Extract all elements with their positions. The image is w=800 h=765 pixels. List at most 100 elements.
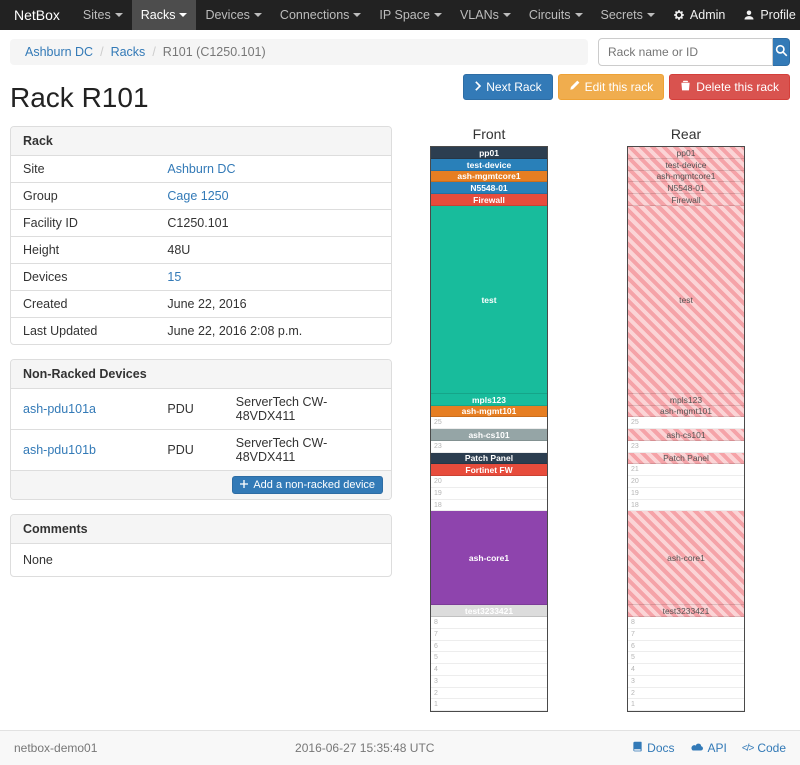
device-mpls123[interactable]: mpls123 — [431, 393, 547, 406]
device-link[interactable]: ash-pdu101b — [23, 443, 96, 457]
device-n5548-01[interactable]: N5548-01 — [431, 182, 547, 194]
device-test-device[interactable]: test-device — [431, 158, 547, 171]
pencil-icon — [569, 80, 580, 94]
device-ash-mgmtcore1[interactable]: ash-mgmtcore1 — [431, 170, 547, 183]
table-row: Created June 22, 2016 — [11, 290, 391, 318]
non-racked-devices-panel: Non-Racked Devices ash-pdu101a PDU Serve… — [10, 359, 392, 500]
chevron-down-icon — [179, 13, 188, 17]
nav-item-circuits[interactable]: Circuits — [520, 0, 592, 30]
device-ash-core1[interactable]: ash-core1 — [431, 511, 547, 606]
rack-unit-number: 4 — [431, 664, 547, 676]
rack-elevation-rear: Rear 48474645444342414039383736353433323… — [627, 126, 745, 712]
plus-icon — [240, 479, 249, 491]
rack-unit-number: 2 — [628, 688, 744, 700]
breadcrumb-site-link[interactable]: Ashburn DC — [25, 45, 94, 59]
device-n5548-01[interactable]: N5548-01 — [628, 182, 744, 194]
device-test-device[interactable]: test-device — [628, 158, 744, 171]
api-link[interactable]: API — [690, 741, 727, 755]
device-ash-core1[interactable]: ash-core1 — [628, 511, 744, 606]
rack-search — [598, 38, 790, 66]
device-test[interactable]: test — [431, 205, 547, 394]
rack-info-panel: Rack Site Ashburn DC Group Cage 1250 Facil… — [10, 126, 392, 345]
page-title: Rack R101 — [10, 82, 149, 113]
book-icon — [632, 741, 643, 755]
rack-unit-number: 19 — [431, 488, 547, 500]
rack-unit-number: 20 — [431, 476, 547, 488]
rack-unit-number: 25 — [628, 417, 744, 429]
group-link[interactable]: Cage 1250 — [167, 189, 229, 203]
chevron-down-icon — [646, 13, 655, 17]
breadcrumb: Ashburn DC / Racks / R101 (C1250.101) — [10, 39, 588, 65]
profile-link[interactable]: Profile — [734, 0, 800, 30]
chevron-down-icon — [502, 13, 511, 17]
comments-panel: Comments None — [10, 514, 392, 577]
rack-unit-number: 21 — [628, 464, 744, 476]
code-link[interactable]: </> Code — [741, 741, 786, 755]
next-rack-button[interactable]: Next Rack — [463, 74, 553, 100]
page-footer: netbox-demo01 2016-06-27 15:35:48 UTC Do… — [0, 730, 800, 765]
device-ash-mgmt101[interactable]: ash-mgmt101 — [628, 405, 744, 418]
nav-item-ip-space[interactable]: IP Space — [370, 0, 451, 30]
site-link[interactable]: Ashburn DC — [167, 162, 236, 176]
server-timestamp: 2016-06-27 15:35:48 UTC — [295, 741, 435, 755]
netbox-brand[interactable]: NetBox — [14, 7, 60, 23]
top-navbar: NetBox Sites Racks Devices Connections I… — [0, 0, 800, 30]
device-pp01[interactable]: pp01 — [431, 147, 547, 159]
device-fortinet-fw[interactable]: Fortinet FW — [431, 464, 547, 476]
table-row: Site Ashburn DC — [23, 162, 236, 176]
edit-rack-button[interactable]: Edit this rack — [557, 74, 665, 100]
device-mpls123[interactable]: mpls123 — [628, 393, 744, 406]
rack-actions: Next Rack Edit this rack Delete this rac… — [463, 74, 790, 100]
user-icon — [743, 9, 755, 21]
device-test[interactable]: test — [628, 205, 744, 394]
panel-title: Rack — [11, 127, 391, 156]
breadcrumb-racks-link[interactable]: Racks — [110, 45, 146, 59]
facility-id-value: C1250.101 — [155, 209, 391, 237]
chevron-down-icon — [114, 13, 123, 17]
devices-count-link[interactable]: 15 — [167, 270, 182, 284]
rack-unit-number: 23 — [628, 441, 744, 453]
device-ash-cs101[interactable]: ash-cs101 — [431, 429, 547, 441]
device-test3233421[interactable]: test3233421 — [628, 605, 744, 617]
device-firewall[interactable]: Firewall — [628, 194, 744, 206]
rack-unit-number: 7 — [431, 629, 547, 641]
rack-unit-number: 7 — [628, 629, 744, 641]
height-value: 48U — [155, 236, 391, 264]
table-row: Last Updated June 22, 2016 2:08 p.m. — [11, 317, 391, 344]
search-button[interactable] — [773, 38, 790, 66]
rack-unit-number: 4 — [628, 664, 744, 676]
table-row: Group Cage 1250 — [11, 182, 391, 210]
rack-unit-number: 20 — [628, 476, 744, 488]
front-rack-body: 4847464544434241403938373635343332313029… — [430, 146, 548, 712]
nav-item-secrets[interactable]: Secrets — [592, 0, 664, 30]
nav-item-vlans[interactable]: VLANs — [451, 0, 520, 30]
delete-rack-button[interactable]: Delete this rack — [669, 74, 790, 100]
device-test3233421[interactable]: test3233421 — [431, 605, 547, 617]
device-patch-panel[interactable]: Patch Panel — [431, 452, 547, 465]
rack-unit-number: 2 — [431, 688, 547, 700]
nav-item-devices[interactable]: Devices — [196, 0, 270, 30]
device-firewall[interactable]: Firewall — [431, 194, 547, 206]
device-patch-panel[interactable]: Patch Panel — [628, 452, 744, 465]
device-ash-cs101[interactable]: ash-cs101 — [628, 429, 744, 441]
rack-unit-number: 5 — [628, 652, 744, 664]
nav-item-sites[interactable]: Sites — [74, 0, 132, 30]
gear-icon — [673, 9, 685, 21]
nav-item-connections[interactable]: Connections — [271, 0, 371, 30]
device-link[interactable]: ash-pdu101a — [23, 402, 96, 416]
admin-link[interactable]: Admin — [664, 0, 734, 30]
rack-unit-number: 8 — [431, 617, 547, 629]
add-non-racked-device-button[interactable]: Add a non-racked device — [232, 476, 383, 494]
device-pp01[interactable]: pp01 — [628, 147, 744, 159]
panel-title: Comments — [11, 515, 391, 544]
breadcrumb-current: R101 (C1250.101) — [162, 45, 266, 59]
docs-link[interactable]: Docs — [632, 741, 675, 755]
panel-title: Non-Racked Devices — [11, 360, 391, 389]
rack-unit-number: 18 — [628, 500, 744, 512]
device-model: ServerTech CW-48VDX411 — [235, 395, 328, 423]
user-menu: Admin Profile Log out — [664, 0, 800, 30]
nav-item-racks[interactable]: Racks — [131, 0, 197, 30]
search-input[interactable] — [598, 38, 773, 66]
device-ash-mgmt101[interactable]: ash-mgmt101 — [431, 405, 547, 418]
device-ash-mgmtcore1[interactable]: ash-mgmtcore1 — [628, 170, 744, 183]
